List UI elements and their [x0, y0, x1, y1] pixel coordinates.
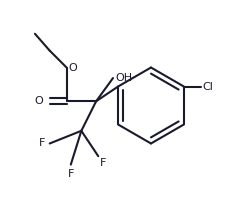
Text: F: F: [100, 158, 106, 168]
Text: O: O: [68, 62, 77, 73]
Text: O: O: [34, 96, 43, 106]
Text: F: F: [67, 169, 74, 179]
Text: OH: OH: [115, 73, 132, 83]
Text: F: F: [39, 138, 45, 149]
Text: Cl: Cl: [202, 81, 213, 92]
